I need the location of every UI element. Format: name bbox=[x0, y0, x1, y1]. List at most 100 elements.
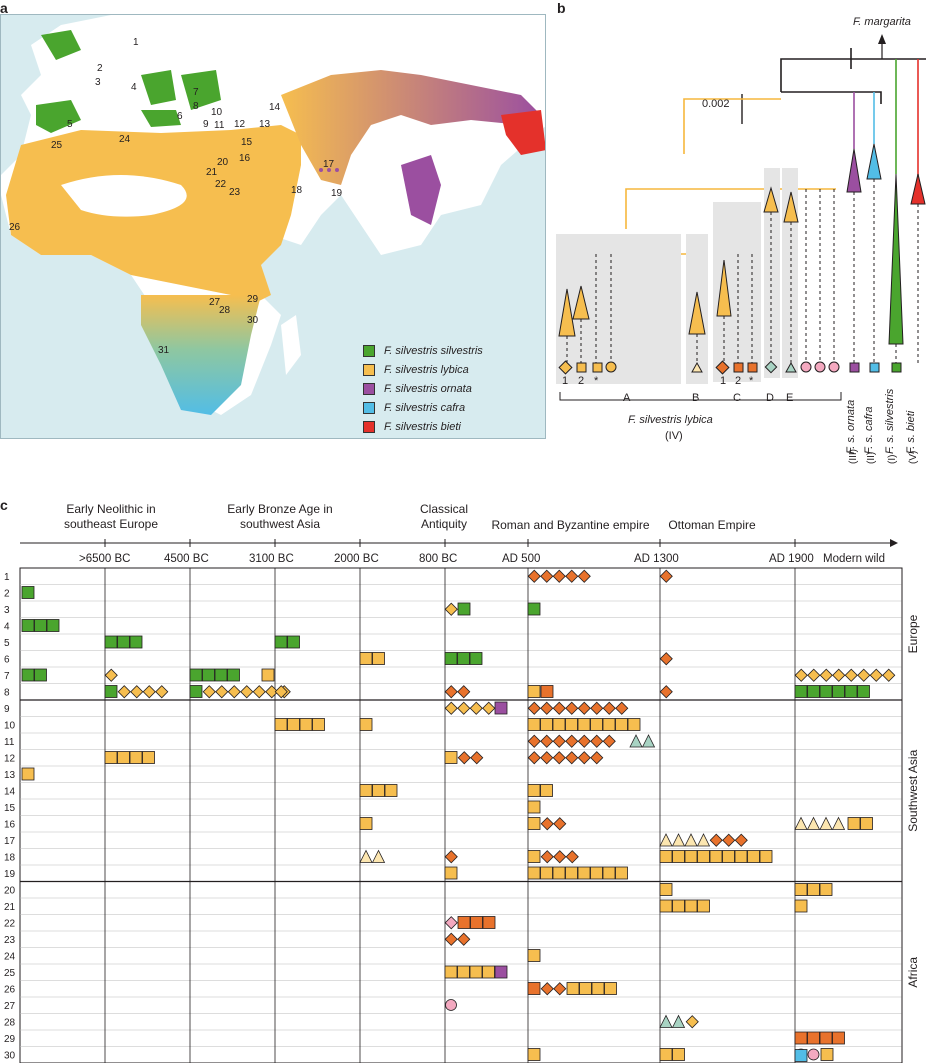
haplotype-diamond bbox=[274, 685, 288, 699]
map-site-number: 4 bbox=[131, 82, 137, 93]
range-silvestris-iberia bbox=[36, 100, 81, 133]
haplotype-diamond bbox=[794, 668, 808, 682]
haplotype-square bbox=[697, 850, 710, 863]
haplotype-square bbox=[469, 965, 483, 979]
range-bieti bbox=[501, 110, 545, 155]
haplotype-square bbox=[847, 817, 861, 830]
haplotype-square bbox=[372, 784, 385, 797]
haplotype-diamond bbox=[685, 1015, 699, 1029]
haplotype-diamond bbox=[832, 668, 846, 682]
haplotype-square bbox=[540, 685, 554, 698]
haplotype-diamond bbox=[482, 701, 496, 715]
haplotype-square bbox=[602, 718, 616, 731]
outgroup-arrow-icon bbox=[878, 34, 886, 44]
haplotype-diamond bbox=[577, 701, 591, 715]
haplotype-triangle bbox=[629, 734, 643, 748]
timeline-row-number: 1 bbox=[4, 572, 10, 583]
timeline-tick-label: 3100 BC bbox=[249, 553, 294, 565]
haplotype-square bbox=[819, 685, 833, 698]
haplotype-diamond bbox=[215, 685, 229, 699]
timeline-tick-label: 800 BC bbox=[419, 553, 457, 565]
map-site-number: 28 bbox=[219, 305, 231, 316]
haplotype-diamond bbox=[565, 751, 579, 765]
haplotype-square bbox=[274, 718, 288, 731]
haplotype-diamond bbox=[469, 701, 483, 715]
range-silvestris-uk bbox=[41, 30, 81, 60]
haplotype-square bbox=[34, 668, 47, 682]
haplotype-diamond bbox=[722, 833, 736, 847]
haplotype-square bbox=[832, 685, 845, 698]
legend-item: F. silvestris lybica bbox=[363, 360, 483, 379]
haplotype-diamond bbox=[540, 982, 554, 996]
haplotype-diamond bbox=[659, 652, 673, 666]
haplotype-square bbox=[672, 1048, 685, 1061]
haplotype-diamond bbox=[590, 751, 604, 765]
legend-label: F. silvestris ornata bbox=[384, 382, 472, 395]
haplotype-square bbox=[527, 685, 541, 698]
map-site-number: 27 bbox=[209, 297, 221, 308]
map-site-number: 8 bbox=[193, 101, 199, 112]
period-neolithic: Early Neolithic in southeast Europe bbox=[63, 502, 159, 531]
haplotype-square bbox=[482, 965, 495, 979]
haplotype-diamond bbox=[540, 734, 554, 748]
haplotype-square bbox=[359, 817, 373, 830]
haplotype-square bbox=[274, 635, 288, 649]
haplotype-diamond bbox=[142, 685, 156, 699]
haplotype-square bbox=[540, 784, 553, 797]
legend-swatch bbox=[363, 344, 375, 357]
clade-a: A bbox=[623, 392, 631, 404]
haplotype-star bbox=[445, 999, 457, 1011]
haplotype-square bbox=[527, 784, 541, 797]
haplotype-square bbox=[527, 982, 541, 995]
timeline-row-number: 20 bbox=[4, 886, 16, 897]
haplotype-diamond bbox=[130, 685, 144, 699]
haplotype-square bbox=[659, 883, 673, 896]
timeline-row-number: 18 bbox=[4, 853, 16, 864]
haplotype-square bbox=[444, 965, 458, 979]
haplotype-square bbox=[659, 899, 673, 913]
legend-label: F. silvestris cafra bbox=[384, 401, 466, 414]
haplotype-square bbox=[457, 965, 470, 979]
haplotype-diamond bbox=[552, 701, 566, 715]
haplotype-diamond bbox=[457, 685, 471, 699]
legend-swatch bbox=[363, 401, 375, 414]
haplotype-square bbox=[684, 899, 698, 913]
haplotype-square bbox=[129, 635, 143, 649]
tip-number: 2 bbox=[578, 375, 585, 387]
panel-label-b: b bbox=[557, 0, 566, 16]
haplotype-square bbox=[807, 883, 820, 896]
haplotype-square bbox=[189, 685, 203, 698]
haplotype-diamond bbox=[457, 932, 471, 946]
timeline-row-number: 30 bbox=[4, 1051, 16, 1062]
timeline-tick-label: Modern wild bbox=[823, 553, 885, 565]
haplotype-diamond bbox=[565, 734, 579, 748]
map-site-number: 6 bbox=[177, 111, 183, 122]
legend-swatch bbox=[363, 420, 375, 433]
haplotype-diamond bbox=[552, 751, 566, 765]
haplotype-diamond bbox=[577, 569, 591, 583]
haplotype-diamond bbox=[857, 668, 871, 682]
range-silvestris-east bbox=[181, 70, 221, 110]
haplotype-square bbox=[819, 883, 833, 896]
tip-number: * bbox=[594, 375, 599, 387]
timeline-row-number: 11 bbox=[4, 737, 15, 748]
haplotype-star bbox=[807, 1048, 820, 1061]
haplotype-square bbox=[565, 866, 578, 880]
haplotype-square bbox=[590, 866, 603, 880]
haplotype-diamond bbox=[553, 982, 567, 996]
haplotype-triangle bbox=[371, 849, 386, 863]
haplotype-square bbox=[104, 751, 118, 764]
haplotype-diamond bbox=[577, 751, 591, 765]
subspecies-clade-number: (III) bbox=[848, 449, 859, 464]
haplotype-square bbox=[457, 602, 471, 616]
haplotype-square bbox=[540, 718, 553, 731]
haplotype-triangle bbox=[671, 833, 686, 847]
haplotype-square bbox=[299, 718, 313, 731]
region-label: Southwest Asia bbox=[906, 749, 920, 831]
map-site-number: 3 bbox=[95, 77, 101, 88]
timeline-row-number: 14 bbox=[4, 787, 16, 798]
haplotype-square bbox=[470, 916, 483, 929]
haplotype-square bbox=[312, 718, 325, 731]
haplotype-diamond bbox=[540, 850, 554, 864]
range-cafra bbox=[141, 295, 261, 415]
